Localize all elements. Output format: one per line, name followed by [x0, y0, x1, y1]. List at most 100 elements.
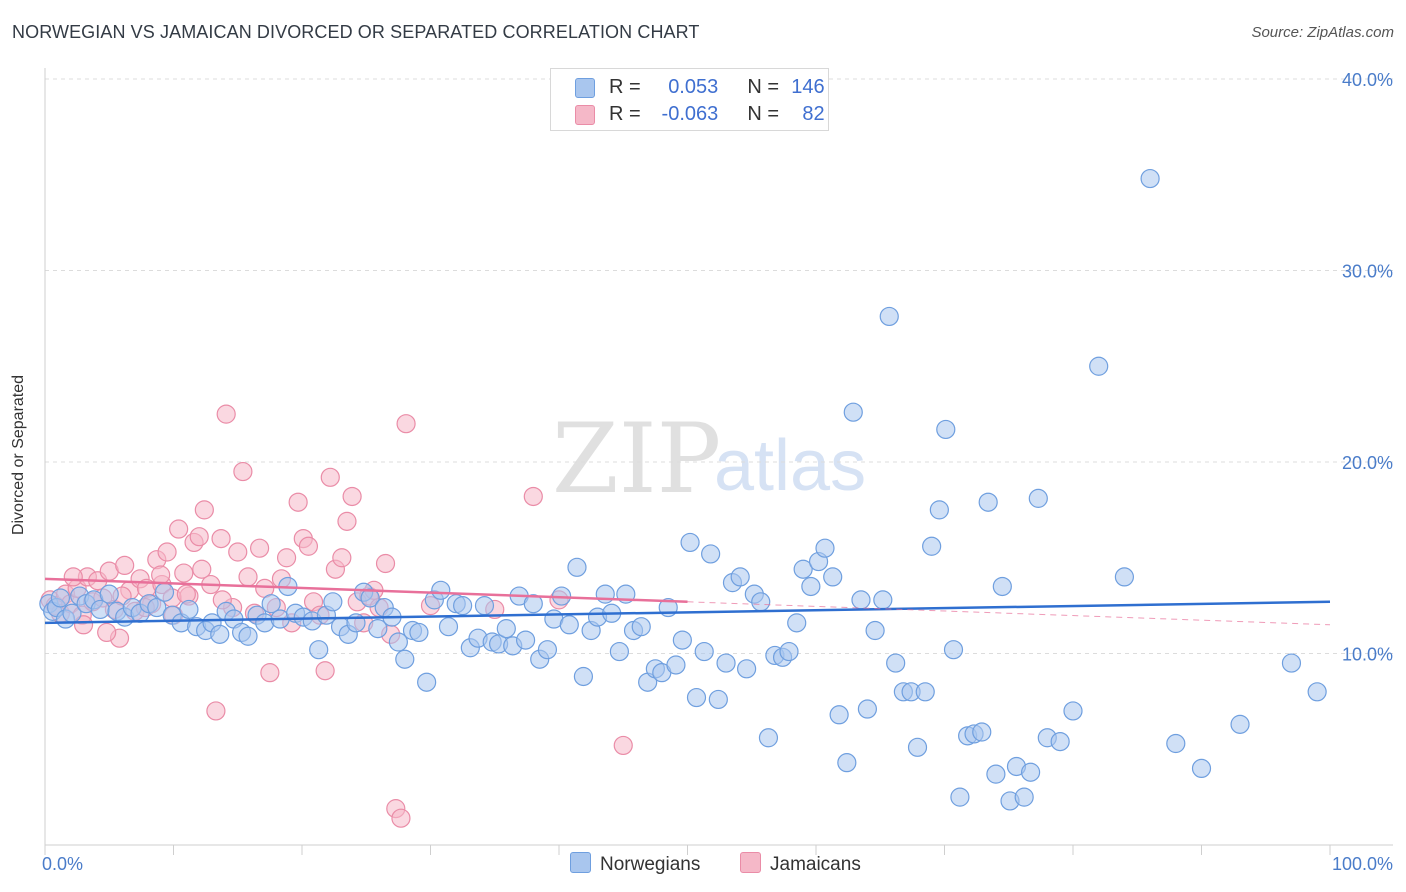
- jamaican-point: [169, 519, 189, 539]
- jamaican-point: [260, 663, 280, 683]
- norwegian-point: [1230, 714, 1250, 734]
- norwegian-point: [936, 419, 956, 440]
- norwegian-point: [787, 613, 807, 633]
- norwegian-point: [793, 559, 813, 579]
- jamaican-point: [298, 536, 319, 556]
- norwegian-point: [829, 705, 849, 725]
- norwegian-point: [873, 590, 893, 610]
- norwegian-point: [360, 588, 380, 608]
- norwegian-point: [496, 619, 516, 639]
- norwegian-point: [943, 640, 964, 660]
- y-tick-label-30: 30.0%: [1342, 262, 1393, 282]
- norwegian-point: [631, 617, 651, 637]
- norwegian-point: [779, 641, 799, 662]
- jamaican-point: [174, 563, 194, 583]
- jamaican-point: [151, 565, 171, 585]
- norwegian-point: [309, 640, 329, 660]
- norwegian-point: [595, 584, 615, 604]
- legend-r-value: 0.053: [668, 76, 719, 98]
- norwegian-point: [368, 619, 388, 639]
- norwegian-point: [907, 737, 928, 757]
- norwegian-point: [837, 753, 857, 773]
- norwegian-point: [1089, 356, 1109, 376]
- jamaican-point: [189, 527, 209, 547]
- norwegian-point: [431, 580, 451, 600]
- norwegian-point: [409, 622, 429, 643]
- legend-n-label: N =: [747, 76, 780, 98]
- jamaican-point: [63, 567, 83, 587]
- norwegian-point: [929, 500, 949, 520]
- jamaicans-trend-line: [44, 577, 688, 604]
- norwegian-point: [915, 682, 935, 702]
- jamaican-point: [194, 500, 214, 520]
- jamaican-point: [211, 528, 231, 549]
- legend-n-value: 82: [802, 103, 825, 125]
- norwegian-point: [537, 640, 558, 660]
- norwegian-point: [453, 596, 473, 616]
- norwegian-point: [992, 576, 1012, 597]
- legend-r-label: R =: [609, 103, 641, 125]
- norwegian-point: [986, 764, 1006, 784]
- norwegian-point: [716, 653, 736, 673]
- watermark-atlas: atlas: [714, 426, 866, 506]
- norwegian-point: [1166, 733, 1186, 754]
- correlation-legend: R = 0.053 N = 146 R = -0.063 N = 82: [550, 68, 829, 131]
- jamaican-point: [396, 414, 416, 434]
- norwegian-point: [573, 666, 594, 687]
- norwegian-point: [815, 538, 835, 558]
- jamaican-point: [238, 567, 258, 587]
- jamaican-point: [276, 548, 297, 568]
- norwegian-point: [154, 582, 175, 602]
- norwegian-point: [857, 699, 878, 719]
- jamaican-point: [613, 735, 633, 756]
- jamaican-point: [206, 701, 226, 721]
- norwegian-point: [672, 630, 692, 650]
- norwegian-point: [179, 599, 199, 620]
- norwegian-point: [950, 787, 970, 807]
- norwegian-point: [751, 592, 771, 612]
- legend-swatch-pink: [575, 105, 595, 125]
- legend-label-norwegians: Norwegians: [600, 854, 701, 875]
- norwegian-point: [978, 492, 998, 512]
- norwegian-point: [823, 567, 843, 587]
- legend-r-value: -0.063: [661, 103, 719, 125]
- jamaican-point: [375, 553, 396, 574]
- jamaican-point: [391, 808, 411, 828]
- norwegian-point: [567, 557, 587, 577]
- legend-r-label: R =: [609, 76, 641, 98]
- norwegian-point: [1191, 758, 1212, 779]
- norwegian-point: [238, 626, 258, 646]
- jamaican-point: [288, 492, 308, 512]
- x-tick-label-max: 100.0%: [1332, 854, 1393, 874]
- jamaican-point: [249, 538, 270, 558]
- norwegian-point: [1020, 762, 1041, 782]
- norwegian-point: [395, 649, 415, 669]
- jamaican-point: [337, 511, 357, 531]
- norwegian-point: [851, 590, 871, 610]
- norwegian-point: [323, 592, 343, 612]
- norwegian-point: [515, 630, 536, 650]
- jamaican-point: [332, 548, 352, 568]
- source-label: Source: ZipAtlas.com: [1251, 24, 1394, 41]
- jamaican-point: [342, 486, 362, 507]
- grid-lines: [45, 78, 1393, 654]
- norwegian-point: [50, 588, 71, 608]
- watermark: ZIP atlas: [552, 403, 866, 515]
- norwegian-point: [758, 728, 779, 748]
- jamaican-point: [315, 661, 335, 681]
- norwegian-point: [438, 617, 459, 637]
- norwegian-point: [1307, 682, 1327, 702]
- jamaican-point: [216, 404, 236, 424]
- norwegian-point: [1063, 701, 1083, 721]
- jamaican-point: [228, 542, 248, 562]
- trend-lines: [44, 577, 1331, 626]
- jamaican-point: [233, 461, 253, 482]
- legend-n-value: 146: [791, 76, 825, 98]
- norwegian-point: [801, 576, 821, 597]
- norwegian-point: [666, 655, 686, 675]
- jamaican-point: [115, 555, 135, 576]
- norwegian-point: [680, 532, 700, 553]
- norwegian-point: [865, 620, 885, 641]
- jamaican-point: [73, 615, 94, 635]
